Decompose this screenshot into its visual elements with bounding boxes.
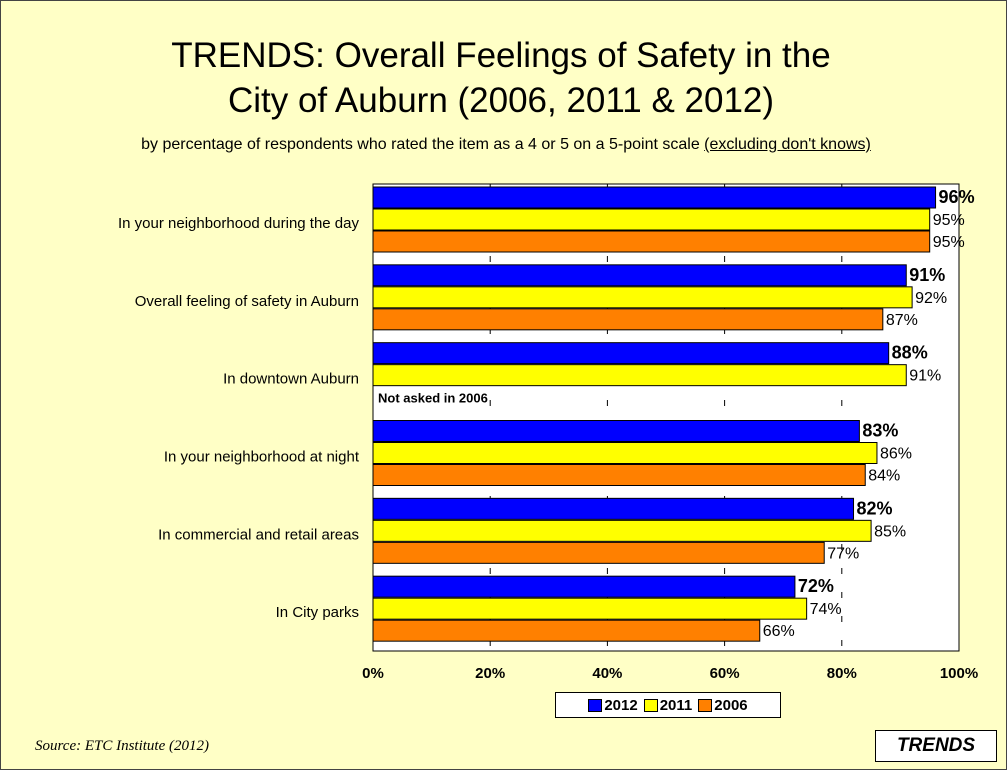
chart-subtitle: by percentage of respondents who rated t… [31,136,981,154]
not-asked-note: Not asked in 2006 [378,391,488,406]
category-label: In commercial and retail areas [158,526,359,543]
bar-2006 [372,230,931,253]
legend-label-2011: 2011 [659,696,693,714]
legend: 2012 2011 2006 [555,692,781,718]
legend-item-2011: 2011 [643,696,693,714]
trends-badge: TRENDS [875,730,997,762]
bar-2012 [372,497,855,520]
bar-2006 [372,464,866,486]
data-label: 92% [915,290,947,307]
bar-2011 [372,442,878,464]
plot-area [372,183,960,652]
x-tick-label: 20% [475,665,505,682]
bar-2011 [372,597,808,620]
data-label: 72% [798,576,834,596]
bar-2012 [372,575,796,598]
bar-2012 [372,342,890,365]
bar-2011 [372,364,907,387]
subtitle-text: by percentage of respondents who rated t… [141,136,705,153]
category-label: In downtown Auburn [223,371,359,388]
data-label: 87% [886,312,918,329]
data-label: 86% [880,446,912,463]
legend-swatch-2006 [698,698,713,712]
category-label: In your neighborhood at night [164,448,360,465]
legend-swatch-2012 [588,698,603,712]
data-label: 95% [933,212,965,229]
category-label: In your neighborhood during the day [118,215,360,232]
data-label: 83% [862,421,898,441]
legend-item-2012: 2012 [588,696,638,714]
data-label: 77% [827,545,859,562]
category-label: In City parks [276,604,359,621]
x-tick-label: 60% [710,665,740,682]
bar-2006 [372,541,825,564]
x-tick-label: 40% [592,665,622,682]
bar-2012 [372,420,860,442]
data-label: 91% [909,368,941,385]
bar-2012 [372,264,907,287]
bar-2011 [372,286,913,309]
subtitle-underlined: (excluding don't knows) [704,136,871,153]
data-label: 96% [939,187,975,207]
legend-label-2006: 2006 [714,696,748,714]
bar-2012 [372,186,937,209]
x-tick-label: 0% [362,665,384,682]
bar-2011 [372,208,931,231]
legend-item-2006: 2006 [698,696,748,714]
data-label: 88% [892,343,928,363]
title-line-1: TRENDS: Overall Feelings of Safety in th… [171,36,831,75]
category-label: Overall feeling of safety in Auburn [135,293,359,310]
data-label: 84% [868,468,900,485]
bar-2006 [372,308,884,331]
data-label: 74% [810,601,842,618]
legend-swatch-2011 [643,698,658,712]
x-tick-label: 100% [940,665,978,682]
bar-2011 [372,519,872,542]
title-line-2: City of Auburn (2006, 2011 & 2012) [227,81,775,120]
data-label: 82% [857,498,893,518]
data-label: 95% [933,234,965,251]
bar-2006 [372,619,761,642]
chart-title: TRENDS: Overall Feelings of Safety in th… [61,33,941,123]
x-tick-label: 80% [827,665,857,682]
data-label: 66% [763,623,795,640]
data-label: 91% [909,265,945,285]
data-label: 85% [874,523,906,540]
source-note: Source: ETC Institute (2012) [35,738,210,754]
legend-label-2012: 2012 [604,696,638,714]
